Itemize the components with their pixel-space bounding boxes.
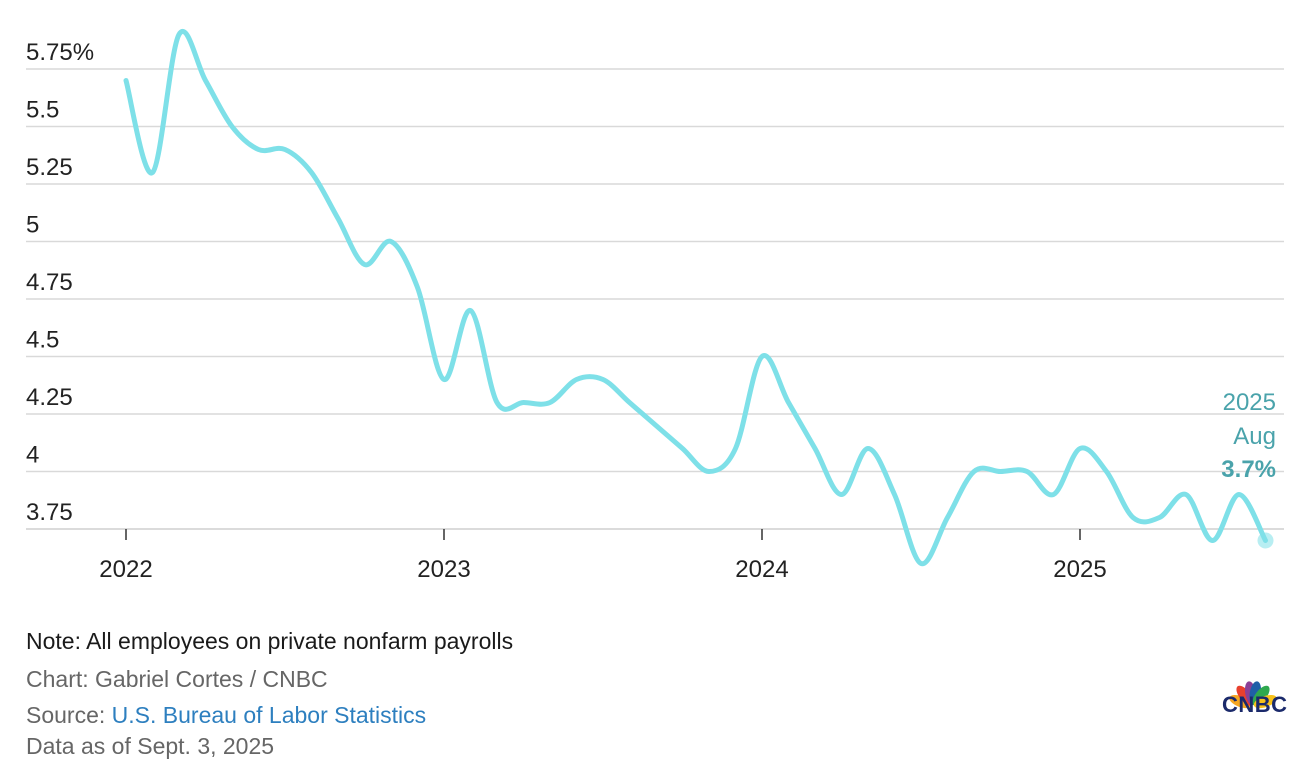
chart-source: Source: U.S. Bureau of Labor Statistics bbox=[26, 696, 426, 734]
y-tick-label: 5.25 bbox=[26, 154, 73, 181]
x-tick-label: 2023 bbox=[417, 556, 470, 583]
x-tick-label: 2024 bbox=[735, 556, 788, 583]
source-prefix: Source: bbox=[26, 702, 112, 728]
y-tick-label: 4.5 bbox=[26, 327, 59, 354]
y-tick-label: 4.25 bbox=[26, 384, 73, 411]
peacock-feather bbox=[1253, 694, 1277, 709]
callout-year: 2025 bbox=[1223, 389, 1276, 416]
cnbc-peacock-icon bbox=[1229, 681, 1277, 709]
y-tick-label: 3.75 bbox=[26, 499, 73, 526]
x-tick-label: 2022 bbox=[99, 556, 152, 583]
series-line bbox=[123, 29, 1268, 567]
gridlines bbox=[26, 68, 1284, 530]
y-tick-label: 5.75% bbox=[26, 39, 94, 66]
y-axis-ticks: 5.75% 5.5 5.25 5 4.75 4.5 4.25 4 3.75 bbox=[26, 39, 94, 526]
y-tick-label: 5 bbox=[26, 212, 39, 239]
source-link[interactable]: U.S. Bureau of Labor Statistics bbox=[111, 702, 427, 728]
cnbc-logo-text: CNBC bbox=[1222, 692, 1288, 717]
x-tick-label: 2025 bbox=[1053, 556, 1106, 583]
last-point-marker bbox=[1257, 532, 1274, 549]
y-tick-label: 4 bbox=[26, 442, 39, 469]
y-tick-label: 4.75 bbox=[26, 269, 73, 296]
callout-month: Aug bbox=[1233, 423, 1276, 450]
data-as-of: Data as of Sept. 3, 2025 bbox=[26, 733, 275, 759]
x-axis: 2022 2023 2024 2025 bbox=[99, 529, 1107, 583]
y-tick-label: 5.5 bbox=[26, 97, 59, 124]
callout-value: 3.7% bbox=[1221, 456, 1276, 483]
chart-credit: Chart: Gabriel Cortes / CNBC bbox=[26, 666, 328, 692]
end-callout: 2025 Aug 3.7% bbox=[1221, 389, 1276, 483]
series-layer bbox=[123, 29, 1274, 567]
chart-note: Note: All employees on private nonfarm p… bbox=[26, 628, 514, 654]
